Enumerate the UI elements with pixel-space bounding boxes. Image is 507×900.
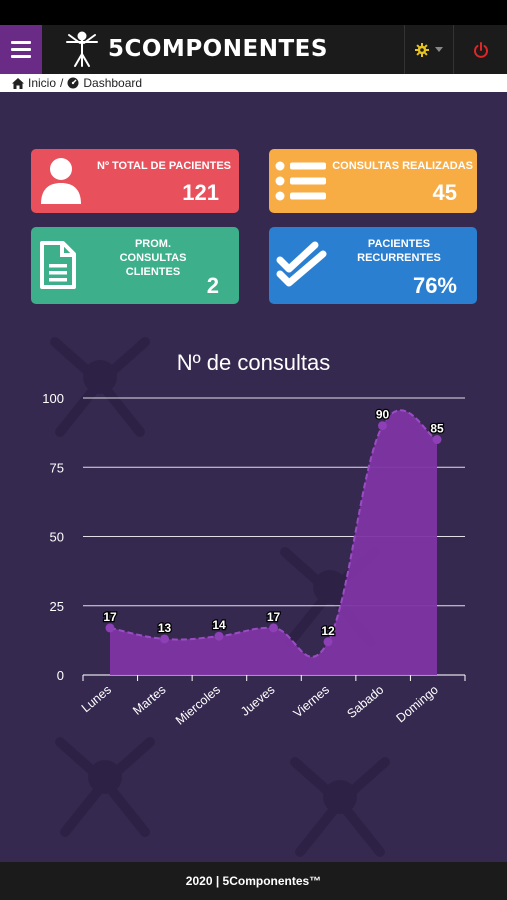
brand-name: 5COMPONENTES <box>108 36 328 62</box>
data-point <box>214 631 224 641</box>
background-figure-icon <box>50 337 150 437</box>
footer: 2020 | 5Componentes™ <box>0 862 507 900</box>
vitruvian-logo-icon <box>66 31 98 67</box>
data-label: 17 <box>103 610 117 624</box>
document-icon <box>40 241 76 289</box>
data-label: 85 <box>430 422 444 436</box>
card-label: PACIENTES RECURRENTES <box>357 238 441 264</box>
data-point <box>160 634 169 644</box>
logout-button[interactable] <box>455 25 507 74</box>
caret-down-icon <box>435 47 443 52</box>
card-value: 76% <box>412 273 457 298</box>
data-point <box>269 623 278 633</box>
background-figure-icon <box>55 737 155 837</box>
data-label: 13 <box>158 621 172 635</box>
y-tick-label: 100 <box>42 391 64 406</box>
stat-card-consultations[interactable]: CONSULTAS REALIZADAS 45 <box>269 149 477 213</box>
breadcrumb-separator: / <box>60 76 64 90</box>
data-point <box>378 421 387 431</box>
series-area <box>110 410 437 675</box>
data-label: 12 <box>321 624 335 638</box>
y-tick-label: 75 <box>50 460 64 475</box>
background-figure-icon <box>290 757 390 857</box>
x-tick-label: Miercoles <box>173 683 223 728</box>
x-tick-label: Lunes <box>79 683 114 716</box>
y-tick-label: 25 <box>50 599 64 614</box>
y-tick-label: 0 <box>57 668 64 683</box>
chart-svg: 0 25 50 75 100 17 Lunes 13 Martes 14 Miercoles 17 Ju… <box>42 391 466 728</box>
footer-text: 2020 | 5Componentes™ <box>185 874 322 888</box>
x-tick-label: Jueves <box>238 683 277 719</box>
data-label: 90 <box>376 408 390 422</box>
list-icon <box>275 161 326 201</box>
card-label: CONSULTAS REALIZADAS <box>332 160 473 172</box>
card-value: 45 <box>432 180 457 205</box>
card-label: PROM. CONSULTAS CLIENTES <box>119 238 187 278</box>
menu-icon <box>11 41 31 44</box>
device-status-bar <box>0 0 507 25</box>
double-check-icon <box>276 241 327 287</box>
x-tick-label: Viernes <box>291 683 332 721</box>
breadcrumb-current: Dashboard <box>83 76 143 90</box>
y-tick-label: 50 <box>50 530 64 545</box>
data-point <box>432 435 442 445</box>
settings-dropdown-button[interactable] <box>404 25 454 74</box>
chart-title: Nº de consultas <box>176 350 331 375</box>
home-icon <box>12 77 24 89</box>
stat-card-total-patients[interactable]: Nº TOTAL DE PACIENTES 121 <box>31 149 239 213</box>
x-tick-label: Domingo <box>394 683 441 726</box>
dashboard-main: Nº TOTAL DE PACIENTES 121 CONSULTAS REAL… <box>0 92 507 862</box>
consultations-chart: Nº de consultas 0 25 50 75 100 17 Lunes 13 Marte… <box>0 342 507 742</box>
stat-card-recurring-patients[interactable]: PACIENTES RECURRENTES 76% <box>269 227 477 304</box>
x-tick-label: Martes <box>130 683 168 718</box>
power-icon <box>474 41 488 58</box>
brand[interactable]: 5COMPONENTES <box>64 29 328 69</box>
data-point <box>323 637 333 647</box>
x-tick-label: Sabado <box>344 683 386 721</box>
card-value: 121 <box>182 180 219 205</box>
breadcrumb-home-link[interactable]: Inicio <box>28 76 57 90</box>
stat-card-average-consultations[interactable]: PROM. CONSULTAS CLIENTES 2 <box>31 227 239 304</box>
data-point <box>105 623 115 633</box>
card-value: 2 <box>206 273 219 298</box>
breadcrumb: Inicio / Dashboard <box>0 74 507 92</box>
data-label: 17 <box>267 610 281 624</box>
dashboard-icon <box>67 77 79 89</box>
top-navbar: 5COMPONENTES <box>0 25 507 74</box>
user-icon <box>41 158 81 204</box>
menu-toggle-button[interactable] <box>0 25 42 74</box>
gear-icon <box>415 42 429 57</box>
data-label: 14 <box>212 618 226 632</box>
card-label: Nº TOTAL DE PACIENTES <box>97 160 231 172</box>
